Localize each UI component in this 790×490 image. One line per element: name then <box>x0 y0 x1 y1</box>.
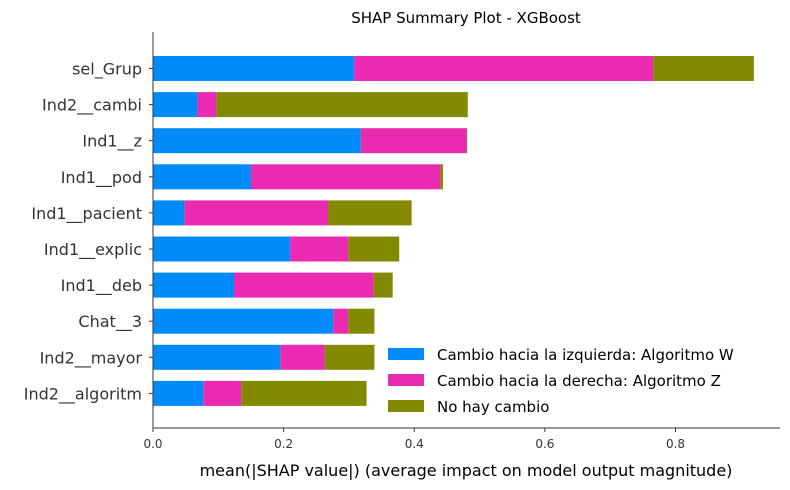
x-tick-label: 0.8 <box>666 437 685 451</box>
y-tick-label: Ind1__z <box>82 132 142 152</box>
bar-Ind2__cambi-series-2 <box>216 92 468 118</box>
bar-Ind1__pod-series-0 <box>153 164 251 190</box>
x-tick-label: 0.4 <box>405 437 424 451</box>
x-tick-label: 0.2 <box>274 437 293 451</box>
bar-sel_Grup-series-2 <box>653 56 754 81</box>
bar-Chat__3-series-1 <box>333 308 349 334</box>
bar-Ind1__z-series-0 <box>153 128 361 154</box>
bar-Ind2__algoritm-series-2 <box>241 380 367 406</box>
bar-Ind1__explic-series-0 <box>153 236 291 262</box>
x-tick-label: 0.6 <box>535 437 554 451</box>
bar-Ind2__mayor-series-2 <box>324 344 375 370</box>
bar-Ind1__explic-series-2 <box>348 236 400 262</box>
legend-swatch <box>388 400 424 412</box>
legend-label: Cambio hacia la izquierda: Algoritmo W <box>437 346 734 364</box>
legend-label: No hay cambio <box>437 398 549 416</box>
bar-sel_Grup-series-1 <box>354 56 654 81</box>
bar-Ind1__z-series-2 <box>466 128 468 154</box>
legend-swatch <box>388 374 424 386</box>
bar-Ind1__pacient-series-2 <box>328 200 412 226</box>
bar-Ind2__algoritm-series-1 <box>203 380 242 406</box>
x-tick-label: 0.0 <box>143 437 162 451</box>
legend-swatch <box>388 348 424 360</box>
legend-label: Cambio hacia la derecha: Algoritmo Z <box>437 372 721 390</box>
y-tick-label: sel_Grup <box>72 60 142 80</box>
bar-Ind1__pacient-series-0 <box>153 200 185 226</box>
bar-Ind2__cambi-series-1 <box>197 92 217 118</box>
bar-Ind1__deb-series-0 <box>153 272 234 298</box>
bar-Ind1__pod-series-2 <box>440 164 443 190</box>
bar-Ind1__deb-series-1 <box>233 272 374 298</box>
bar-Ind2__algoritm-series-0 <box>153 380 204 406</box>
bar-Ind1__deb-series-2 <box>373 272 393 298</box>
y-tick-label: Ind2__mayor <box>40 348 143 368</box>
bars-layer <box>153 56 754 406</box>
bar-Ind1__pacient-series-1 <box>184 200 329 226</box>
bar-Chat__3-series-2 <box>348 308 375 334</box>
bar-Ind2__mayor-series-0 <box>153 344 281 370</box>
bar-Ind2__cambi-series-0 <box>153 92 198 118</box>
bar-Ind1__explic-series-1 <box>290 236 349 262</box>
y-tick-labels: sel_Grup Ind2__cambi Ind1__z Ind1__pod Ind1_… <box>24 60 143 405</box>
y-tick-label: Ind2__cambi <box>42 96 142 116</box>
bar-Ind1__pod-series-1 <box>250 164 441 190</box>
chart-title: SHAP Summary Plot - XGBoost <box>351 9 581 27</box>
x-axis-label: mean(|SHAP value|) (average impact on mo… <box>200 461 733 480</box>
y-tick-label: Ind1__pacient <box>31 204 142 224</box>
legend: Cambio hacia la izquierda: Algoritmo W Ca… <box>388 346 734 416</box>
y-tick-label: Chat__3 <box>78 312 142 332</box>
y-tick-label: Ind1__deb <box>61 276 142 296</box>
bar-sel_Grup-series-0 <box>153 56 355 81</box>
bar-Chat__3-series-0 <box>153 308 334 334</box>
bar-Ind1__z-series-1 <box>360 128 467 154</box>
y-tick-label: Ind1__explic <box>44 240 142 260</box>
bar-Ind2__mayor-series-1 <box>280 344 325 370</box>
y-tick-label: Ind2__algoritm <box>24 384 142 404</box>
x-tick-labels: 0.0 0.2 0.4 0.6 0.8 <box>143 428 685 451</box>
y-tick-label: Ind1__pod <box>61 168 142 188</box>
